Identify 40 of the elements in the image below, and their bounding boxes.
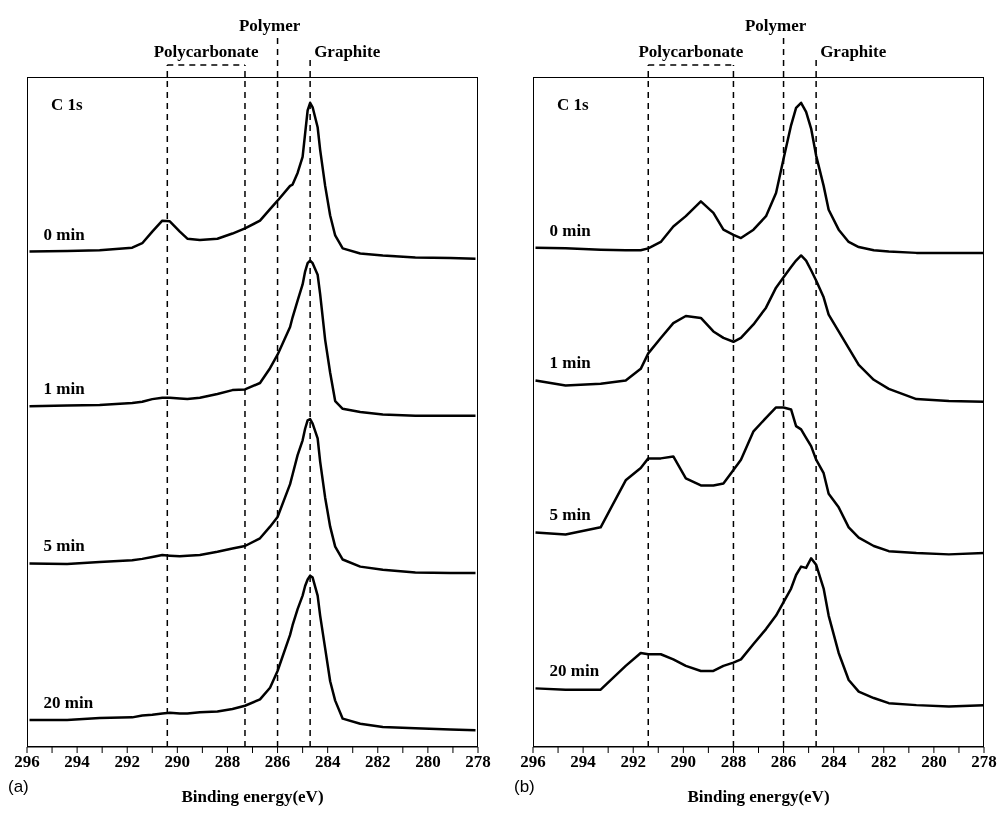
series-label: 1 min (549, 353, 592, 373)
text: Polycarbonate (153, 42, 259, 61)
x-axis-title: Binding energy(eV) (687, 787, 830, 806)
x-tick-label: 284 (820, 752, 847, 772)
text: Polycarbonate (638, 42, 744, 61)
series-label: 5 min (43, 536, 86, 556)
x-tick-label: 282 (871, 752, 897, 772)
series-label: 20 min (43, 692, 94, 712)
x-tick-label: 292 (114, 752, 140, 772)
x-tick-label: 278 (971, 752, 997, 772)
x-tick-label: 284 (314, 752, 341, 772)
ref-line-label: Graphite (314, 42, 381, 61)
x-tick-label: 280 (415, 752, 441, 772)
x-tick-label: 286 (770, 752, 797, 772)
annotation: C 1s (51, 95, 83, 115)
x-tick-label: 278 (465, 752, 491, 772)
x-tick-label: 296 (14, 752, 40, 772)
text: (a) (8, 777, 29, 797)
ref-line-label: Graphite (820, 42, 887, 61)
x-tick-label: 290 (670, 752, 697, 772)
x-tick-label: 288 (720, 752, 747, 772)
x-tick-label: 286 (264, 752, 291, 772)
x-tick-label: 290 (164, 752, 191, 772)
annotation: C 1s (557, 95, 589, 115)
x-axis-title: Binding energy(eV) (181, 787, 324, 806)
series-label: 0 min (43, 224, 86, 244)
series-label: 5 min (549, 505, 592, 525)
x-tick-label: 294 (64, 752, 91, 772)
x-tick-label: 294 (570, 752, 597, 772)
series-label: 20 min (549, 661, 600, 681)
x-tick-label: 292 (620, 752, 646, 772)
series-label: 0 min (549, 220, 592, 240)
x-tick-label: 282 (365, 752, 391, 772)
ref-line-label: Polymer (744, 16, 807, 35)
x-tick-label: 296 (520, 752, 546, 772)
series-label: 1 min (43, 379, 86, 399)
x-tick-label: 280 (921, 752, 947, 772)
text: (b) (514, 777, 535, 797)
ref-line-label: Polymer (238, 16, 301, 35)
x-tick-label: 288 (214, 752, 241, 772)
